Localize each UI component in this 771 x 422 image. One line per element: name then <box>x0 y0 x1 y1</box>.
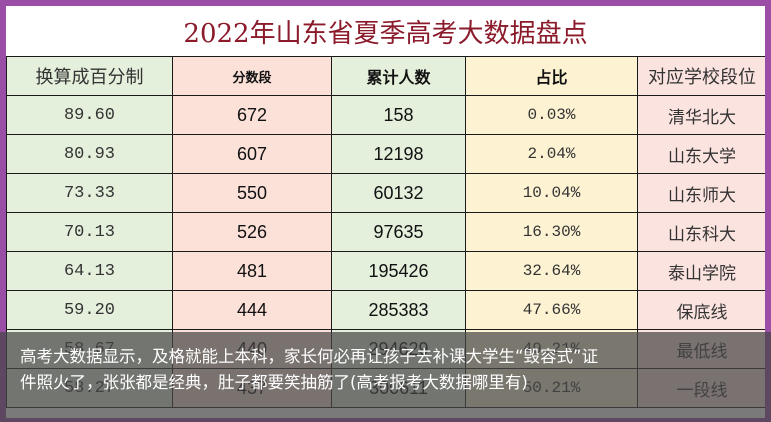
page-title: 2022年山东省夏季高考大数据盘点 <box>183 18 588 49</box>
caption-text: 高考大数据显示，及格就能上本科，家长何必再让孩子去补课大学生“毁容式”证 件照火… <box>20 344 760 396</box>
cell-converted: 89.60 <box>6 95 173 135</box>
cell-cumulative: 97635 <box>331 212 466 252</box>
table-row: 73.33 550 60132 10.04% 山东师大 <box>6 173 765 213</box>
cell-percentage: 10.04% <box>465 173 638 213</box>
table-row: 89.60 672 158 0.03% 清华北大 <box>6 95 765 135</box>
image-frame: 2022年山东省夏季高考大数据盘点 换算成百分制 分数段 累计人数 占比 对应学… <box>6 6 765 418</box>
cell-school: 山东科大 <box>637 212 765 252</box>
cell-school: 泰山学院 <box>637 251 765 291</box>
table-header-row: 换算成百分制 分数段 累计人数 占比 对应学校段位 <box>6 56 765 96</box>
cell-score: 607 <box>172 134 332 174</box>
cell-score: 550 <box>172 173 332 213</box>
header-cumulative-count: 累计人数 <box>331 56 466 96</box>
header-score-band: 分数段 <box>172 56 332 96</box>
caption-line-1: 高考大数据显示，及格就能上本科，家长何必再让孩子去补课大学生“毁容式”证 <box>20 347 599 366</box>
cell-converted: 59.20 <box>6 290 173 330</box>
cell-percentage: 2.04% <box>465 134 638 174</box>
header-percentage: 占比 <box>465 56 638 96</box>
cell-school: 山东大学 <box>637 134 765 174</box>
cell-school: 清华北大 <box>637 95 765 135</box>
cell-score: 672 <box>172 95 332 135</box>
cell-cumulative: 195426 <box>331 251 466 291</box>
table-row: 80.93 607 12198 2.04% 山东大学 <box>6 134 765 174</box>
header-converted-score: 换算成百分制 <box>6 56 173 96</box>
cell-school: 保底线 <box>637 290 765 330</box>
cell-school: 山东师大 <box>637 173 765 213</box>
cell-converted: 73.33 <box>6 173 173 213</box>
cell-score: 481 <box>172 251 332 291</box>
cell-percentage: 16.30% <box>465 212 638 252</box>
cell-converted: 64.13 <box>6 251 173 291</box>
table-row: 64.13 481 195426 32.64% 泰山学院 <box>6 251 765 291</box>
cell-percentage: 0.03% <box>465 95 638 135</box>
cell-percentage: 32.64% <box>465 251 638 291</box>
caption-line-2: 件照火了，张张都是经典，肚子都要笑抽筋了(高考报考大数据哪里有) <box>20 373 528 392</box>
cell-score: 444 <box>172 290 332 330</box>
cell-cumulative: 158 <box>331 95 466 135</box>
table-row: 70.13 526 97635 16.30% 山东科大 <box>6 212 765 252</box>
table-row: 59.20 444 285383 47.66% 保底线 <box>6 290 765 330</box>
cell-score: 526 <box>172 212 332 252</box>
cell-cumulative: 60132 <box>331 173 466 213</box>
caption-overlay <box>0 332 771 422</box>
cell-converted: 70.13 <box>6 212 173 252</box>
cell-converted: 80.93 <box>6 134 173 174</box>
header-school-tier: 对应学校段位 <box>637 56 765 96</box>
cell-cumulative: 285383 <box>331 290 466 330</box>
data-table: 换算成百分制 分数段 累计人数 占比 对应学校段位 89.60 672 158 … <box>6 56 765 408</box>
cell-percentage: 47.66% <box>465 290 638 330</box>
cell-cumulative: 12198 <box>331 134 466 174</box>
